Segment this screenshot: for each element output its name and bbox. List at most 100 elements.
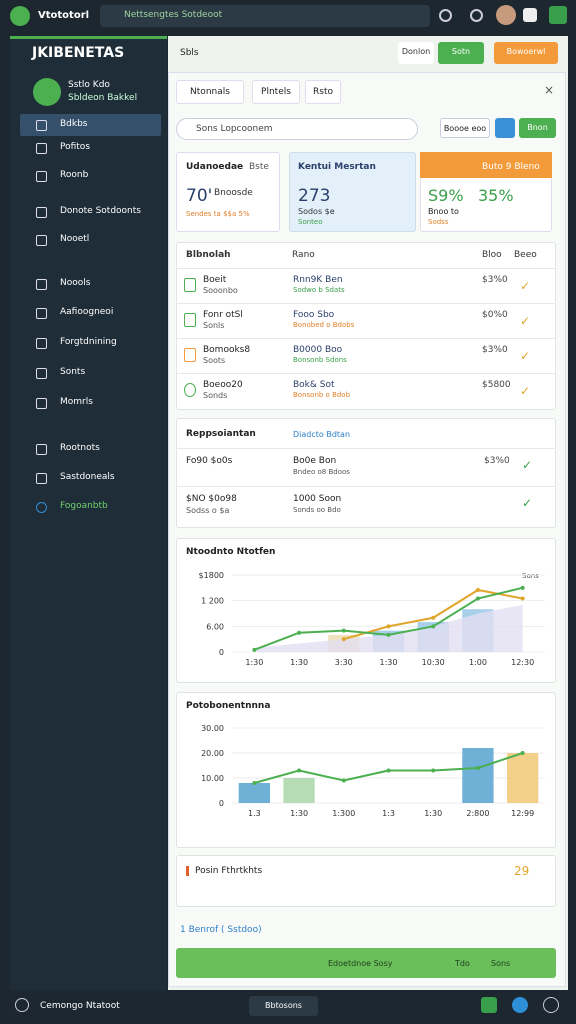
nav-icon[interactable] bbox=[36, 502, 47, 513]
nav-item[interactable]: Fogoanbtb bbox=[60, 501, 108, 511]
row-divider bbox=[176, 448, 556, 449]
header-button[interactable]: Bowoerwl bbox=[494, 42, 558, 64]
row-name: Fonr otSl bbox=[203, 310, 243, 320]
row-sub: Sonds bbox=[203, 391, 228, 400]
filter-button[interactable]: Boooe eoo bbox=[440, 118, 490, 138]
user-role: Sbldeon Bakkel bbox=[68, 93, 138, 103]
nav-item[interactable]: Rootnots bbox=[60, 443, 100, 453]
summary-panel bbox=[176, 855, 556, 907]
action-extra: Sons bbox=[491, 959, 511, 968]
tab[interactable]: Ntonnals bbox=[176, 80, 244, 104]
header-button[interactable]: Sotn bbox=[438, 42, 484, 64]
row-check[interactable]: ✓ bbox=[522, 496, 533, 510]
card-title: Buto 9 Bleno bbox=[482, 162, 540, 172]
extension-icon[interactable] bbox=[523, 8, 537, 22]
card-sub: Sonteo bbox=[298, 218, 323, 226]
chart-panel bbox=[176, 538, 556, 683]
search-placeholder: Sons Lopcoonem bbox=[196, 124, 273, 134]
row-name: Boeit bbox=[203, 275, 227, 285]
row-divider bbox=[176, 268, 556, 269]
nav-icon[interactable] bbox=[36, 338, 47, 349]
nav-icon[interactable] bbox=[36, 444, 47, 455]
row-divider bbox=[176, 373, 556, 374]
nav-item[interactable]: Forgtdnining bbox=[60, 337, 117, 347]
tab[interactable]: Rsto bbox=[305, 80, 341, 104]
nav-item[interactable]: Pofitos bbox=[60, 142, 91, 152]
nav-icon[interactable] bbox=[36, 120, 47, 131]
row-detail: B0000 Boo bbox=[293, 345, 343, 355]
nav-item[interactable]: Noools bbox=[60, 278, 91, 288]
nav-item[interactable]: Nooetl bbox=[60, 234, 90, 244]
card-title: Kentui Mesrtan bbox=[298, 162, 376, 172]
action-tool: Tdo bbox=[455, 959, 470, 968]
row-detail-sub: Sonds oo Bdo bbox=[293, 506, 341, 514]
row-check[interactable]: ✓ bbox=[520, 314, 531, 328]
nav-icon[interactable] bbox=[36, 473, 47, 484]
nav-icon[interactable] bbox=[36, 143, 47, 154]
nav-item[interactable]: Donote Sotdoonts bbox=[60, 206, 141, 216]
list-header: Blbnolah bbox=[186, 250, 231, 260]
row-detail: Bo0e Bon bbox=[293, 456, 337, 466]
row-name: Bomooks8 bbox=[203, 345, 251, 355]
app-name: Vtototorl bbox=[38, 10, 90, 21]
row-check[interactable]: ✓ bbox=[520, 349, 531, 363]
row-icon bbox=[184, 383, 196, 397]
nav-item[interactable]: Sonts bbox=[60, 367, 86, 377]
footer-left: Cemongo Ntatoot bbox=[40, 1001, 120, 1011]
chart-legend: Sons bbox=[522, 572, 539, 580]
extension-icon[interactable] bbox=[549, 6, 567, 24]
footer-icon[interactable] bbox=[543, 997, 559, 1013]
card-note: Bnoosde bbox=[214, 188, 253, 198]
avatar[interactable] bbox=[496, 5, 516, 25]
list-header: Bloo bbox=[482, 250, 502, 260]
action-bar[interactable] bbox=[176, 948, 556, 978]
row-detail: Fooo Sbo bbox=[293, 310, 335, 320]
row-sub: Sonls bbox=[203, 321, 225, 330]
row-detail-sub: Bonsonb o Bdob bbox=[293, 391, 351, 399]
row-divider bbox=[176, 303, 556, 304]
nav-icon[interactable] bbox=[36, 171, 47, 182]
row-name: Boeoo20 bbox=[203, 380, 243, 390]
nav-icon[interactable] bbox=[36, 235, 47, 246]
row-check[interactable]: ✓ bbox=[522, 458, 533, 472]
card-header bbox=[420, 152, 552, 178]
nav-icon[interactable] bbox=[36, 398, 47, 409]
user-avatar bbox=[33, 78, 61, 106]
summary-title: Posin Fthrtkhts bbox=[195, 866, 263, 876]
close-icon[interactable]: × bbox=[544, 83, 555, 97]
primary-button[interactable]: Bnon bbox=[519, 118, 556, 138]
nav-item[interactable]: Sastdoneals bbox=[60, 472, 115, 482]
chart-panel bbox=[176, 692, 556, 848]
nav-icon[interactable] bbox=[36, 308, 47, 319]
active-item-bg bbox=[20, 114, 161, 136]
row-check[interactable]: ✓ bbox=[520, 384, 531, 398]
search-box[interactable] bbox=[176, 118, 418, 140]
footer-icon[interactable] bbox=[512, 997, 528, 1013]
card-value: 35% bbox=[478, 186, 514, 205]
nav-icon[interactable] bbox=[36, 368, 47, 379]
list-header: Rano bbox=[292, 250, 315, 260]
card-note: Sodos $e bbox=[298, 207, 335, 216]
nav-icon[interactable] bbox=[36, 207, 47, 218]
header-button[interactable]: Donlon bbox=[398, 42, 434, 64]
footer-icon[interactable] bbox=[481, 997, 497, 1013]
nav-item[interactable]: Aafioogneoi bbox=[60, 307, 114, 317]
nav-icon[interactable] bbox=[36, 279, 47, 290]
footer-button[interactable]: Bbtosons bbox=[249, 996, 318, 1016]
nav-item[interactable]: Momrls bbox=[60, 397, 93, 407]
link[interactable]: 1 Benrof ( Sstdoo) bbox=[180, 925, 262, 935]
row-name: Fo90 $o0s bbox=[186, 456, 233, 466]
card-value: 273 bbox=[298, 186, 331, 206]
icon-button[interactable] bbox=[495, 118, 515, 138]
row-check[interactable]: ✓ bbox=[520, 279, 531, 293]
footer-icon[interactable] bbox=[15, 998, 29, 1012]
tab[interactable]: Plntels bbox=[252, 80, 300, 104]
nav-item[interactable]: Bdkbs bbox=[60, 119, 88, 129]
nav-item[interactable]: Roonb bbox=[60, 170, 89, 180]
chart-title: Potobonentnnna bbox=[186, 701, 271, 711]
toolbar-icon[interactable] bbox=[439, 9, 452, 22]
row-amount: $3%0 bbox=[482, 275, 508, 285]
action-label: Edoetdnoe Sosy bbox=[328, 959, 393, 968]
toolbar-icon[interactable] bbox=[470, 9, 483, 22]
row-detail: Rnn9K Ben bbox=[293, 275, 343, 285]
